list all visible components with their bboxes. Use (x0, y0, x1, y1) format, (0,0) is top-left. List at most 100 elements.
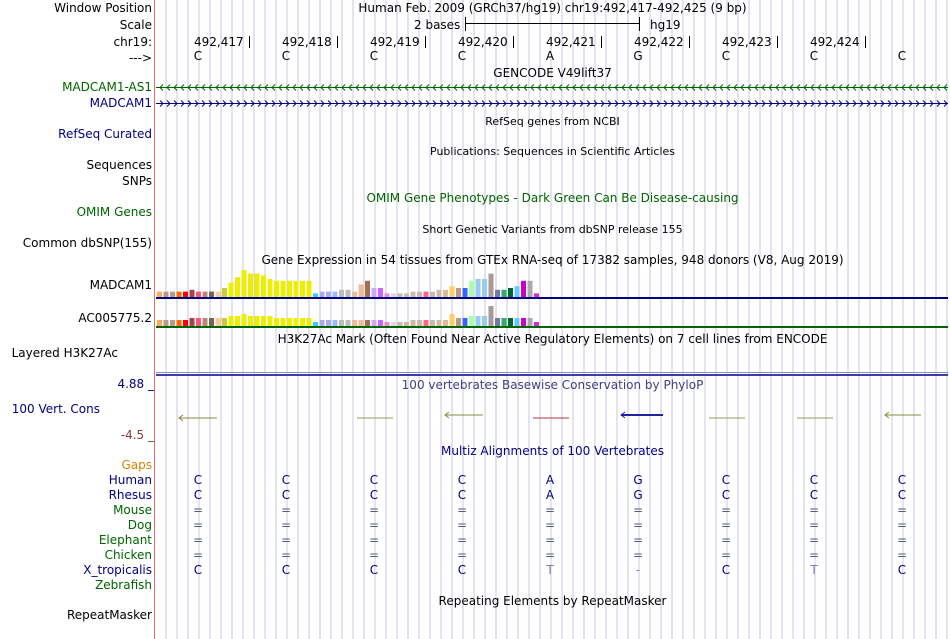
gtex-tissue-bar[interactable] (189, 318, 195, 326)
gtex-tissue-bar[interactable] (352, 320, 357, 326)
gtex-tissue-bar[interactable] (280, 280, 286, 297)
gtex-tissue-bar[interactable] (384, 322, 390, 326)
gtex-tissue-bar[interactable] (183, 291, 188, 297)
label-refseq-curated[interactable]: RefSeq Curated (58, 127, 152, 141)
label-common-dbsnp[interactable]: Common dbSNP(155) (22, 236, 152, 250)
gtex-tissue-bar[interactable] (189, 289, 195, 297)
gtex-tissue-bar[interactable] (462, 318, 468, 326)
gtex-tissue-bar[interactable] (339, 289, 344, 297)
gtex-tissue-bar[interactable] (293, 280, 299, 297)
label-madcam1[interactable]: MADCAM1 (89, 96, 152, 110)
gtex-tissue-bar[interactable] (313, 322, 318, 326)
species-label[interactable]: Rhesus (108, 488, 152, 502)
gtex-tissue-bar[interactable] (456, 318, 461, 326)
gtex-tissue-bar[interactable] (514, 286, 520, 297)
gtex-tissue-bar[interactable] (241, 314, 247, 326)
gtex-tissue-bar[interactable] (300, 318, 305, 326)
gtex-tissue-bar[interactable] (417, 291, 422, 297)
gtex-tissue-bar[interactable] (228, 316, 234, 326)
gtex-tissue-bar[interactable] (404, 293, 409, 297)
gtex-tissue-bar[interactable] (508, 288, 513, 297)
gtex-tissue-bar[interactable] (202, 291, 208, 297)
gtex-tissue-bar[interactable] (176, 291, 182, 297)
gtex-tissue-bar[interactable] (326, 320, 331, 326)
gtex-tissue-bar[interactable] (397, 322, 403, 326)
gtex-tissue-bar[interactable] (410, 320, 416, 326)
gtex-tissue-bar[interactable] (462, 288, 468, 297)
gtex-tissue-bar[interactable] (436, 289, 442, 297)
gtex-tissue-bar[interactable] (365, 320, 370, 326)
gene-track-madcam1-as1[interactable] (156, 83, 948, 92)
species-label[interactable]: Zebrafish (95, 578, 152, 592)
species-label[interactable]: Elephant (98, 533, 152, 547)
gtex-tissue-bar[interactable] (378, 320, 383, 326)
gtex-tissue-bar[interactable] (235, 277, 240, 297)
species-label[interactable]: Chicken (104, 548, 152, 562)
gtex-bars-madcam1[interactable] (155, 268, 555, 298)
gtex-tissue-bar[interactable] (527, 318, 533, 326)
gtex-tissue-bar[interactable] (241, 270, 247, 297)
gtex-tissue-bar[interactable] (345, 289, 351, 297)
gtex-tissue-bar[interactable] (254, 316, 260, 326)
gtex-tissue-bar[interactable] (332, 320, 338, 326)
gtex-tissue-bar[interactable] (501, 318, 507, 326)
gtex-tissue-bar[interactable] (274, 318, 279, 326)
gtex-tissue-bar[interactable] (332, 291, 338, 297)
gtex-tissue-bar[interactable] (339, 320, 344, 326)
gtex-tissue-bar[interactable] (534, 322, 539, 326)
gtex-tissue-bar[interactable] (287, 318, 292, 326)
gtex-tissue-bar[interactable] (404, 322, 409, 326)
gtex-tissue-bar[interactable] (371, 288, 377, 297)
gtex-tissue-bar[interactable] (163, 320, 169, 326)
gtex-tissue-bar[interactable] (287, 280, 292, 297)
gtex-tissue-bar[interactable] (521, 318, 526, 326)
gtex-tissue-bar[interactable] (163, 291, 169, 297)
gtex-tissue-bar[interactable] (527, 280, 533, 297)
gtex-tissue-bar[interactable] (274, 280, 279, 297)
gtex-tissue-bar[interactable] (254, 273, 260, 297)
gtex-tissue-bar[interactable] (358, 320, 364, 326)
gtex-tissue-bar[interactable] (391, 322, 396, 326)
gtex-tissue-bar[interactable] (410, 291, 416, 297)
gtex-tissue-bar[interactable] (391, 293, 396, 297)
gtex-tissue-bar[interactable] (488, 306, 494, 326)
gtex-tissue-bar[interactable] (196, 291, 201, 297)
gtex-tissue-bar[interactable] (501, 289, 507, 297)
gtex-tissue-bar[interactable] (209, 291, 214, 297)
gtex-tissue-bar[interactable] (300, 280, 305, 297)
species-label[interactable]: Human (108, 473, 152, 487)
gtex-tissue-bar[interactable] (469, 316, 474, 326)
gtex-tissue-bar[interactable] (482, 279, 487, 297)
gtex-tissue-bar[interactable] (482, 316, 487, 326)
gtex-tissue-bar[interactable] (358, 284, 364, 297)
label-gtex-madcam1[interactable]: MADCAM1 (89, 278, 152, 292)
gtex-tissue-bar[interactable] (449, 286, 455, 297)
gtex-tissue-bar[interactable] (319, 320, 325, 326)
gtex-tissue-bar[interactable] (371, 320, 377, 326)
gtex-tissue-bar[interactable] (436, 320, 442, 326)
label-madcam1-as1[interactable]: MADCAM1-AS1 (62, 80, 152, 94)
gtex-tissue-bar[interactable] (495, 289, 500, 297)
gtex-tissue-bar[interactable] (280, 318, 286, 326)
gtex-tissue-bar[interactable] (423, 291, 429, 297)
gtex-tissue-bar[interactable] (456, 288, 461, 297)
phylop-signal[interactable] (155, 408, 950, 424)
gtex-tissue-bar[interactable] (326, 291, 331, 297)
gtex-tissue-bar[interactable] (384, 293, 390, 297)
gtex-bars-ac005775[interactable] (155, 303, 555, 327)
gtex-tissue-bar[interactable] (508, 318, 513, 326)
gtex-tissue-bar[interactable] (196, 318, 201, 326)
gtex-tissue-bar[interactable] (469, 280, 474, 297)
gtex-tissue-bar[interactable] (514, 318, 520, 326)
gtex-tissue-bar[interactable] (488, 273, 494, 297)
gtex-tissue-bar[interactable] (319, 291, 325, 297)
species-label[interactable]: Mouse (113, 503, 152, 517)
label-sequences[interactable]: Sequences (86, 158, 152, 172)
species-label[interactable]: Dog (127, 518, 152, 532)
gtex-tissue-bar[interactable] (248, 316, 253, 326)
gtex-tissue-bar[interactable] (352, 291, 357, 297)
label-gtex-ac005775[interactable]: AC005775.2 (78, 311, 152, 325)
label-strand[interactable]: ---> (128, 51, 152, 65)
gtex-tissue-bar[interactable] (157, 320, 162, 326)
gtex-tissue-bar[interactable] (215, 318, 221, 326)
